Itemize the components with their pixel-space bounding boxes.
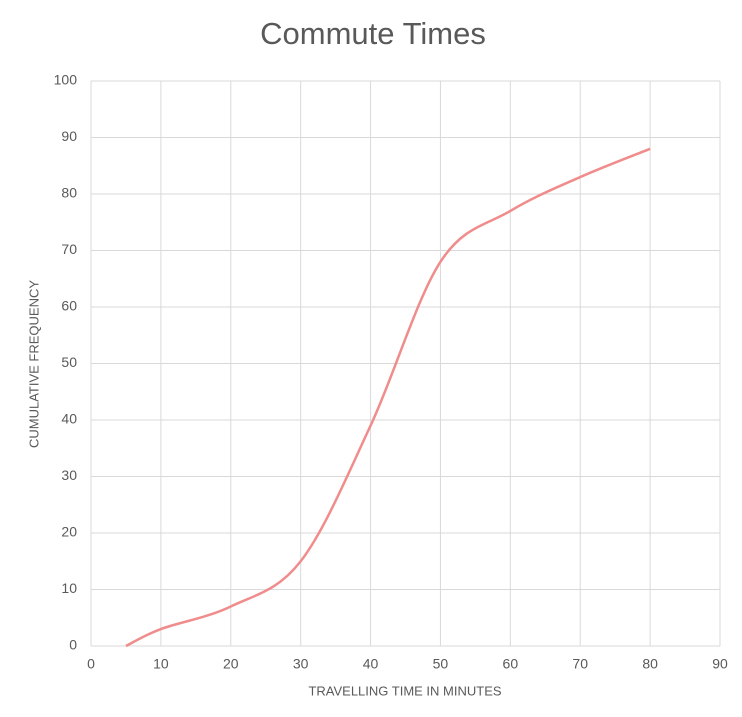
y-tick-label: 20	[61, 524, 77, 540]
x-tick-label: 60	[503, 656, 519, 672]
x-axis-title: TRAVELLING TIME IN MINUTES	[308, 683, 501, 698]
x-tick-label: 70	[572, 656, 588, 672]
x-tick-label: 20	[223, 656, 239, 672]
y-tick-label: 100	[54, 72, 78, 88]
y-tick-label: 90	[61, 128, 77, 144]
x-tick-label: 30	[293, 656, 309, 672]
y-tick-label: 0	[69, 637, 77, 653]
y-tick-label: 30	[61, 467, 77, 483]
x-tick-label: 90	[712, 656, 728, 672]
x-tick-label: 0	[87, 656, 95, 672]
x-tick-label: 40	[363, 656, 379, 672]
y-tick-label: 40	[61, 411, 77, 427]
data-line	[125, 147, 651, 648]
y-tick-label: 50	[61, 354, 77, 370]
y-axis-title: CUMULATIVE FREQUENCY	[26, 280, 41, 448]
chart-title: Commute Times	[260, 16, 486, 51]
x-tick-label: 10	[153, 656, 169, 672]
x-tick-label: 80	[642, 656, 658, 672]
x-tick-label: 50	[433, 656, 449, 672]
y-tick-label: 10	[61, 580, 77, 596]
y-tick-label: 60	[61, 298, 77, 314]
y-tick-label: 70	[61, 241, 77, 257]
y-tick-label: 80	[61, 185, 77, 201]
